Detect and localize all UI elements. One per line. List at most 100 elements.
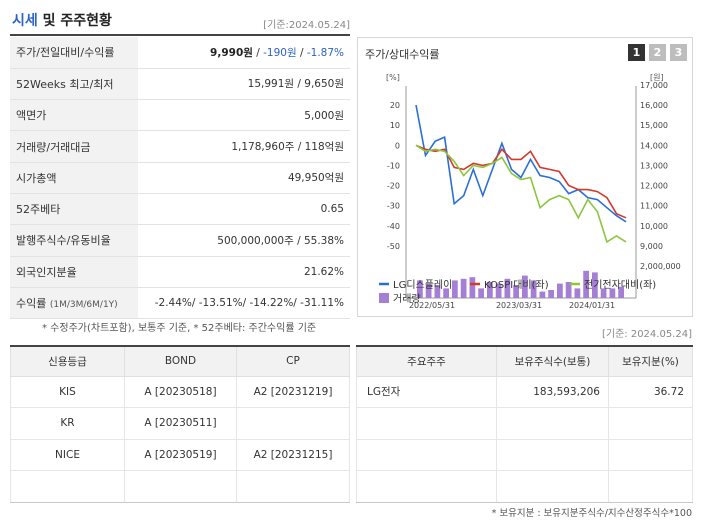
legend-label: 거래량 [393, 293, 421, 305]
y-left-tick-label: 20 [390, 101, 400, 110]
table-cell: A [20230519] [124, 438, 237, 471]
y-right-tick-label: 13,000 [640, 161, 668, 170]
table-row [356, 438, 693, 471]
row-label: 52Weeks 최고/최저 [10, 68, 138, 101]
table-cell: A2 [20231219] [236, 375, 350, 408]
y-right-tick-label: 10,000 [640, 222, 668, 231]
legend-swatch-volume [379, 293, 389, 303]
return-label: 수익률 [16, 297, 47, 311]
x-tick-label: 2024/01/31 [569, 301, 615, 310]
table-row: 52Weeks 최고/최저 15,991원 / 9,650원 [10, 68, 350, 101]
volume-bar [495, 283, 502, 298]
table-cell [10, 470, 125, 503]
volume-bar [530, 280, 537, 298]
table-row: KR A [20230511] [10, 407, 350, 440]
y-right-tick-label: 15,000 [640, 121, 668, 130]
y-left-tick-label: -10 [387, 161, 400, 170]
row-value: 15,991원 / 9,650원 [138, 68, 350, 101]
row-label: 액면가 [10, 99, 138, 132]
volume-tick-label: 2,000,000 [640, 262, 681, 271]
column-header: 주요주주 [356, 345, 497, 377]
volume-bar [565, 282, 572, 298]
reference-date: [기준:2024.05.24] [263, 20, 350, 31]
table-cell [608, 470, 693, 503]
volume-bar [504, 278, 511, 298]
row-value: 500,000,000주 / 55.38% [138, 224, 350, 257]
price-info-note: * 수정주가(차트포함), 보통주 기준, * 52주베타: 주간수익률 기준 [42, 323, 317, 334]
y-left-tick-label: -20 [387, 182, 400, 191]
row-value: 21.62% [138, 256, 350, 288]
holders-reference-date: [기준: 2024.05.24] [601, 329, 692, 340]
series-line-2 [415, 144, 627, 219]
table-row: 52주베타 0.65 [10, 193, 350, 226]
volume-bar [417, 280, 423, 298]
series-line-3 [415, 144, 627, 244]
price-change: -190원 [263, 46, 297, 59]
table-row [356, 407, 693, 440]
table-cell [496, 407, 609, 440]
table-row [356, 470, 693, 503]
y-left-tick-label: -40 [387, 222, 400, 231]
table-row: LG전자 183,593,206 36.72 [356, 375, 693, 408]
legend-label: KOSPI대비(좌) [484, 279, 549, 291]
chart-legend: LG디스플레이 KOSPI대비(좌) 전기전자대비(좌) 거래량 [379, 279, 656, 305]
table-cell [124, 470, 237, 503]
table-row: 발행주식수/유동비율 500,000,000주 / 55.38% [10, 224, 350, 257]
price-info-table: 주가/전일대비/수익률 9,990원 / -190원 / -1.87% 52We… [10, 37, 350, 320]
left-axis-unit: [%] [386, 73, 400, 82]
table-row [10, 470, 350, 503]
table-cell: 36.72 [608, 375, 693, 408]
table-row: NICE A [20230519] A2 [20231215] [10, 438, 350, 471]
chart-page-3-button[interactable]: 3 [670, 44, 687, 61]
row-value: 5,000원 [138, 99, 350, 132]
separator: / [296, 46, 307, 59]
table-cell [236, 407, 350, 440]
y-right-tick-label: 9,000 [640, 242, 663, 251]
y-right-tick-label: 16,000 [640, 101, 668, 110]
chart-title: 주가/상대수익률 [365, 48, 440, 61]
table-cell: 183,593,206 [496, 375, 609, 408]
price-chart-panel: 주가/상대수익률 1 2 3 [%] [원] 20 10 0 -10 -20 -30 -40 -5… [357, 37, 693, 317]
row-label: 수익률 (1M/3M/6M/1Y) [10, 287, 138, 320]
table-header-row: 신용등급 BOND CP [10, 345, 350, 377]
column-header: 보유지분(%) [608, 345, 693, 377]
table-cell [496, 470, 609, 503]
table-row: 외국인지분율 21.62% [10, 256, 350, 288]
table-cell: A [20230511] [124, 407, 237, 440]
table-header-row: 주요주주 보유주식수(보통) 보유지분(%) [356, 345, 693, 377]
volume-bar [592, 272, 598, 298]
table-cell [496, 438, 609, 471]
volume-bar [513, 285, 519, 298]
price-chart: [%] [원] 20 10 0 -10 -20 -30 -40 -50 17,000 16,000 15… [386, 73, 681, 310]
chart-page-1-button[interactable]: 1 [628, 44, 645, 61]
volume-bar [548, 290, 554, 298]
major-shareholders-table: 주요주주 보유주식수(보통) 보유지분(%) LG전자 183,593,206 … [356, 345, 693, 503]
table-row: 거래량/거래대금 1,178,960주 / 118억원 [10, 130, 350, 163]
holders-note: * 보유지분 : 보유지분주식수/지수산정주식수*100 [491, 508, 692, 519]
x-tick-label: 2023/03/31 [496, 301, 542, 310]
price-change-rate: -1.87% [306, 46, 344, 59]
table-cell: A [20230518] [124, 375, 237, 408]
y-right-tick-label: 11,000 [640, 202, 668, 211]
row-value: 49,950억원 [138, 162, 350, 194]
y-right-tick-label: 12,000 [640, 182, 668, 191]
table-cell [356, 470, 497, 503]
y-left-tick-label: 10 [390, 121, 400, 130]
chart-page-2-button[interactable]: 2 [649, 44, 666, 61]
separator: / [252, 46, 264, 59]
table-cell [608, 407, 693, 440]
volume-bar [600, 288, 607, 298]
row-label: 외국인지분율 [10, 256, 138, 288]
volume-bar [539, 291, 546, 298]
volume-bar [557, 283, 563, 298]
table-cell [236, 470, 350, 503]
volume-bar [460, 278, 467, 298]
top-divider [10, 34, 350, 36]
table-cell [608, 438, 693, 471]
table-row: 시가총액 49,950억원 [10, 162, 350, 194]
volume-bar [425, 283, 432, 298]
volume-bar [452, 280, 458, 298]
section-title: 시세 및 주주현황 [12, 10, 112, 30]
series-line-1 [415, 104, 627, 223]
table-row: 액면가 5,000원 [10, 99, 350, 132]
